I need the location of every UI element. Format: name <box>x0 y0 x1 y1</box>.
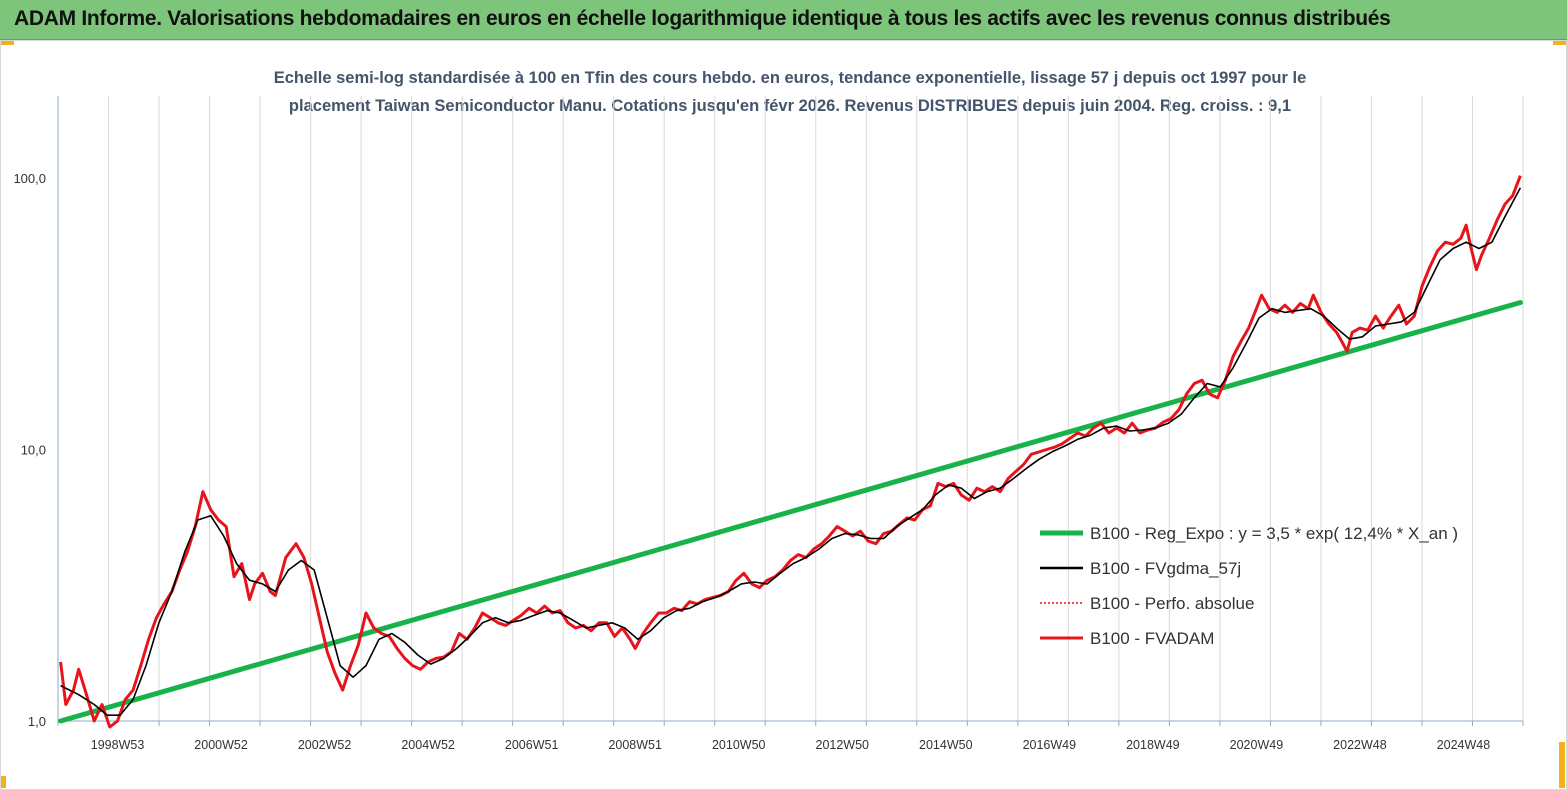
legend-label: B100 - FVgdma_57j <box>1090 559 1241 578</box>
y-tick-label: 10,0 <box>21 443 46 458</box>
x-tick-label: 2004W52 <box>401 738 455 752</box>
y-tick-label: 1,0 <box>28 714 46 729</box>
x-tick-label: 1998W53 <box>91 738 145 752</box>
x-tick-label: 2002W52 <box>298 738 352 752</box>
chart-legend: B100 - Reg_Expo : y = 3,5 * exp( 12,4% *… <box>1040 524 1458 648</box>
tick-labels: 1,0 10,0 100,0 1998W53 2000W52 2002W52 2004W52… <box>13 171 1490 752</box>
series-fvgdma-line <box>60 187 1522 716</box>
x-tick-label: 2020W49 <box>1230 738 1284 752</box>
corner-marker-bottom-right <box>1559 742 1565 788</box>
x-tick-label: 2018W49 <box>1126 738 1180 752</box>
x-tick-label: 2016W49 <box>1023 738 1077 752</box>
y-tick-label: 100,0 <box>13 171 46 186</box>
legend-label: B100 - FVADAM <box>1090 629 1214 648</box>
x-tick-label: 2012W50 <box>816 738 870 752</box>
x-tick-label: 2024W48 <box>1437 738 1491 752</box>
chart-axes <box>57 96 1524 726</box>
series-fvadam-line <box>59 175 1522 729</box>
report-title: ADAM Informe. Valorisations hebdomadaire… <box>14 7 1391 30</box>
chart-subtitle-line-2: placement Taiwan Semiconductor Manu. Cot… <box>288 97 1292 115</box>
x-tick-label: 2006W51 <box>505 738 559 752</box>
x-tick-label: 2000W52 <box>194 738 248 752</box>
series-reg-expo-line <box>58 300 1523 724</box>
legend-label: B100 - Perfo. absolue <box>1090 594 1254 613</box>
corner-marker-bottom-left <box>0 776 6 788</box>
chart-subtitle: Echelle semi-log standardisée à 100 en T… <box>150 64 1430 120</box>
x-tick-label: 2010W50 <box>712 738 766 752</box>
x-tick-label: 2014W50 <box>919 738 973 752</box>
series-layer <box>58 175 1523 729</box>
legend-label: B100 - Reg_Expo : y = 3,5 * exp( 12,4% *… <box>1090 524 1458 543</box>
x-tick-label: 2008W51 <box>608 738 662 752</box>
x-tick-label: 2022W48 <box>1333 738 1387 752</box>
report-banner: ADAM Informe. Valorisations hebdomadaire… <box>0 0 1567 40</box>
corner-marker-top-right <box>1553 40 1567 45</box>
corner-marker-top-left <box>0 40 14 45</box>
chart-subtitle-line-1: Echelle semi-log standardisée à 100 en T… <box>273 69 1307 87</box>
